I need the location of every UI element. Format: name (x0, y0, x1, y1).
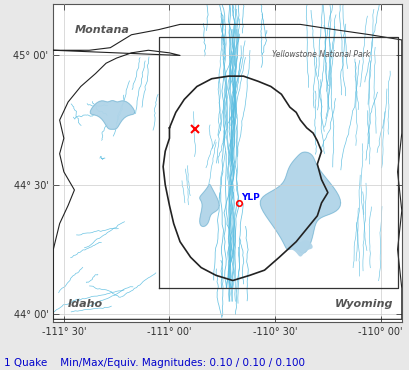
Polygon shape (288, 241, 311, 256)
Polygon shape (90, 101, 134, 129)
Text: Yellowstone National Park: Yellowstone National Park (272, 50, 370, 59)
Text: Idaho: Idaho (67, 299, 102, 309)
Text: Montana: Montana (74, 24, 129, 34)
Polygon shape (199, 185, 218, 226)
Polygon shape (260, 152, 340, 253)
Text: Wyoming: Wyoming (334, 299, 392, 309)
Text: YLP: YLP (240, 193, 259, 202)
Text: 1 Quake    Min/Max/Equiv. Magnitudes: 0.10 / 0.10 / 0.100: 1 Quake Min/Max/Equiv. Magnitudes: 0.10 … (4, 358, 304, 368)
